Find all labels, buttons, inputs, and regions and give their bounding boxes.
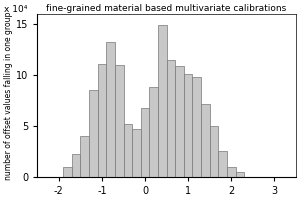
Bar [167,60,175,177]
Bar [236,172,244,177]
Bar [218,151,227,177]
Bar [124,124,132,177]
Bar [192,77,201,177]
Bar [175,66,184,177]
Bar [63,167,72,177]
Bar [184,74,192,177]
Bar [158,25,166,177]
Bar [106,42,115,177]
Title: fine-grained material based multivariate calibrations: fine-grained material based multivariate… [46,4,287,13]
Bar [89,90,98,177]
Bar [80,136,89,177]
Bar [210,126,218,177]
Bar [132,129,141,177]
Bar [227,167,236,177]
Bar [72,154,80,177]
Bar [201,104,210,177]
Bar [98,64,106,177]
Bar [141,108,149,177]
Bar [149,87,158,177]
Bar [115,65,124,177]
Y-axis label: number of offset values falling in one group: number of offset values falling in one g… [4,11,13,180]
Text: x 10⁴: x 10⁴ [4,5,27,14]
